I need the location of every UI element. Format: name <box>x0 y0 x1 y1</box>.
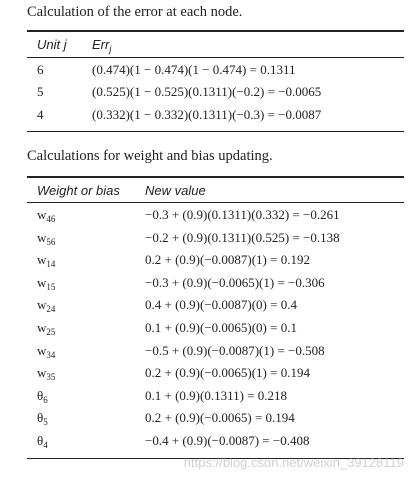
column-header: New value <box>145 183 206 198</box>
table-cell: 6 <box>37 62 44 78</box>
column-header-subscript: j <box>109 44 112 54</box>
table-cell-text: w <box>37 274 47 290</box>
table-cell: 4 <box>37 107 44 123</box>
table-cell: −0.3 + (0.9)(−0.0065)(1) = −0.306 <box>145 275 325 291</box>
table-cell: w15 <box>37 275 55 292</box>
table-cell-text: 5 <box>37 84 44 100</box>
table-cell-subscript: 5 <box>43 417 48 428</box>
column-header-text: Weight or bias <box>37 183 120 198</box>
table-cell-subscript: 34 <box>46 349 56 360</box>
caption: Calculations for weight and bias updatin… <box>27 148 273 164</box>
table-cell-subscript: 35 <box>46 372 56 383</box>
table-cell-subscript: 14 <box>46 259 56 270</box>
table-cell-text: 0.4 + (0.9)(−0.0087)(0) = 0.4 <box>145 297 297 313</box>
table-cell: w46 <box>37 207 55 224</box>
table-cell-text: w <box>37 207 47 222</box>
table-cell-text: −0.3 + (0.9)(−0.0065)(1) = −0.306 <box>145 274 325 290</box>
table-cell-text: 4 <box>37 106 44 122</box>
table-cell: w25 <box>37 320 55 337</box>
rule <box>27 176 404 178</box>
table-cell-text: 0.1 + (0.9)(0.1311) = 0.218 <box>145 387 287 403</box>
table-cell: w35 <box>37 365 55 382</box>
table-cell-text: w <box>37 297 47 313</box>
column-header: Errj <box>92 37 111 54</box>
table-cell-text: θ <box>37 433 44 448</box>
table-cell: (0.474)(1 − 0.474)(1 − 0.474) = 0.1311 <box>92 62 296 78</box>
table-cell-text: 0.1 + (0.9)(−0.0065)(0) = 0.1 <box>145 320 297 335</box>
table-cell: (0.525)(1 − 0.525)(0.1311)(−0.2) = −0.00… <box>92 84 321 100</box>
table-cell: −0.5 + (0.9)(−0.0087)(1) = −0.508 <box>145 343 325 359</box>
table-cell-text: (0.525)(1 − 0.525)(0.1311)(−0.2) = −0.00… <box>92 84 322 100</box>
table-cell: (0.332)(1 − 0.332)(0.1311)(−0.3) = −0.00… <box>92 107 321 123</box>
table-cell-text: −0.2 + (0.9)(0.1311)(0.525) = −0.138 <box>145 229 340 245</box>
table-cell-text: −0.5 + (0.9)(−0.0087)(1) = −0.508 <box>145 342 325 358</box>
rule <box>27 130 404 133</box>
table-cell-subscript: 25 <box>46 327 56 337</box>
table-cell: 5 <box>37 84 44 100</box>
rule <box>27 30 404 32</box>
table-cell: 0.1 + (0.9)(0.1311) = 0.218 <box>145 388 287 404</box>
table-cell-text: w <box>37 229 47 245</box>
table-cell-text: w <box>37 365 47 381</box>
table-cell: θ5 <box>37 410 48 427</box>
column-header-text: New value <box>145 183 206 198</box>
table-cell-text: w <box>37 342 47 358</box>
watermark: https://blog.csdn.net/weixin_39128119 <box>183 455 404 470</box>
table-cell: w14 <box>37 252 55 269</box>
table-cell-text: −0.4 + (0.9)(−0.0087) = −0.408 <box>145 433 310 448</box>
table-cell-text: 0.2 + (0.9)(−0.0065) = 0.194 <box>145 410 295 426</box>
table-cell-text: (0.332)(1 − 0.332)(0.1311)(−0.3) = −0.00… <box>92 106 322 122</box>
table-cell: w24 <box>37 297 55 314</box>
rule <box>27 57 404 58</box>
table-cell: w56 <box>37 230 55 247</box>
table-cell-text: w <box>37 320 47 335</box>
table-cell-text: w <box>37 252 47 268</box>
rule <box>27 202 404 203</box>
table-cell: θ4 <box>37 433 48 450</box>
table-cell-text: θ <box>37 410 44 426</box>
table-cell-subscript: 56 <box>46 236 56 247</box>
column-header-text: Unit j <box>37 37 67 52</box>
table-cell-subscript: 15 <box>46 281 56 292</box>
table-cell: 0.2 + (0.9)(−0.0087)(1) = 0.192 <box>145 252 310 268</box>
table-cell-text: θ <box>37 387 44 403</box>
table-cell: w34 <box>37 343 55 360</box>
table-cell-text: 0.2 + (0.9)(−0.0065)(1) = 0.194 <box>145 365 310 381</box>
table-cell-subscript: 4 <box>43 440 48 450</box>
column-header: Unit j <box>37 37 67 52</box>
table-cell: −0.3 + (0.9)(0.1311)(0.332) = −0.261 <box>145 207 340 223</box>
table-cell: 0.2 + (0.9)(−0.0065)(1) = 0.194 <box>145 365 310 381</box>
table-cell-subscript: 46 <box>46 214 56 224</box>
table-cell-text: −0.3 + (0.9)(0.1311)(0.332) = −0.261 <box>145 207 340 222</box>
column-header: Weight or bias <box>37 183 120 198</box>
table-cell-text: 6 <box>37 62 44 77</box>
column-header-text: Err <box>92 37 110 52</box>
table-cell: θ6 <box>37 388 48 405</box>
table-cell: 0.2 + (0.9)(−0.0065) = 0.194 <box>145 410 295 426</box>
table-cell: −0.2 + (0.9)(0.1311)(0.525) = −0.138 <box>145 230 340 246</box>
table-cell: −0.4 + (0.9)(−0.0087) = −0.408 <box>145 433 309 449</box>
caption: Calculation of the error at each node. <box>27 4 243 20</box>
table-cell-subscript: 6 <box>43 394 48 405</box>
table-cell-text: 0.2 + (0.9)(−0.0087)(1) = 0.192 <box>145 252 310 268</box>
table-cell-subscript: 24 <box>46 304 56 315</box>
table-cell: 0.4 + (0.9)(−0.0087)(0) = 0.4 <box>145 297 297 313</box>
rule <box>27 457 404 460</box>
table-cell-text: (0.474)(1 − 0.474)(1 − 0.474) = 0.1311 <box>92 62 296 77</box>
table-cell: 0.1 + (0.9)(−0.0065)(0) = 0.1 <box>145 320 297 336</box>
